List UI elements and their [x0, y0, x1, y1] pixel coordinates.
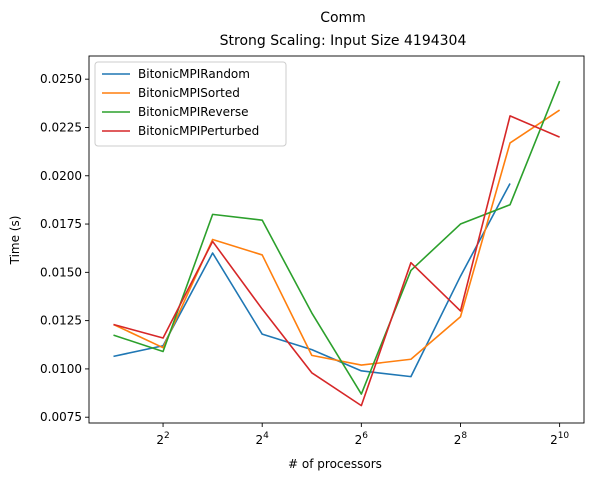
legend-label-0: BitonicMPIRandom: [138, 67, 250, 81]
series-line-0: [113, 183, 511, 378]
legend-label-1: BitonicMPISorted: [138, 86, 240, 100]
y-tick-label-2: 0.0125: [40, 314, 82, 328]
legend-label-2: BitonicMPIReverse: [138, 105, 249, 119]
legend-label-3: BitonicMPIPerturbed: [138, 124, 259, 138]
x-axis-label: # of processors: [288, 457, 382, 471]
y-tick-label-4: 0.0175: [40, 217, 82, 231]
y-tick-label-7: 0.0250: [40, 72, 82, 86]
legend-box: [94, 61, 287, 147]
x-tick-label-1: 24: [256, 431, 270, 447]
x-tick-label-4: 210: [550, 431, 569, 447]
x-tick-label-2: 26: [355, 431, 369, 447]
y-tick-label-5: 0.0200: [40, 169, 82, 183]
chart-subtitle: Strong Scaling: Input Size 4194304: [220, 33, 467, 49]
legend: BitonicMPIRandom BitonicMPISorted BitonicM…: [94, 61, 287, 147]
chart-title: Comm: [320, 10, 366, 26]
series-line-3: [113, 115, 560, 407]
y-tick-label-1: 0.0100: [40, 362, 82, 376]
x-tick-label-3: 28: [454, 431, 468, 447]
y-tick-label-6: 0.0225: [40, 120, 82, 134]
y-axis-label: Time (s): [8, 216, 22, 266]
x-tick-label-0: 22: [156, 431, 169, 447]
series-line-1: [113, 109, 561, 366]
plot-area: 0.0075 0.0100 0.0125 0.0150 0.0175 0.0200 0.02…: [40, 55, 585, 447]
y-tick-label-3: 0.0150: [40, 265, 82, 279]
plot-frame: [88, 55, 585, 424]
y-tick-label-0: 0.0075: [40, 410, 82, 424]
